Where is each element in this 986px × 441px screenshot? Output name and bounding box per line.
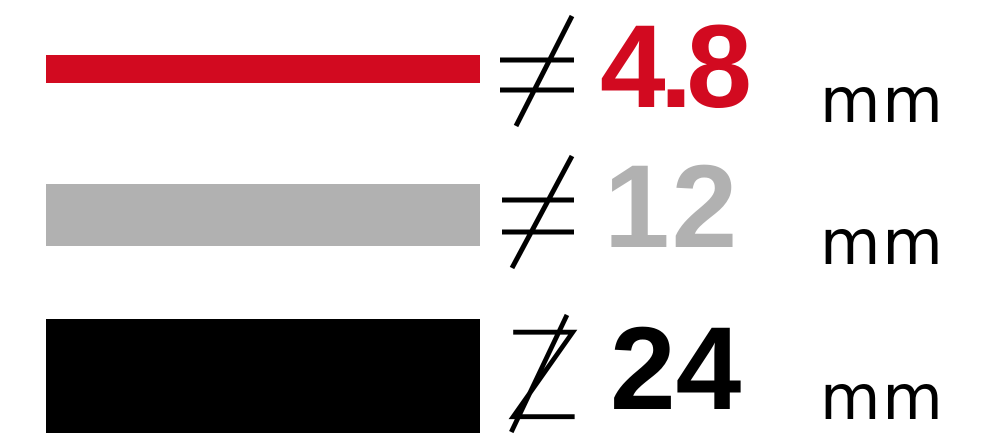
unit-label: mm xyxy=(820,206,945,279)
tape-bar-12mm xyxy=(46,184,480,246)
unit-label: mm xyxy=(820,64,945,137)
tape-bar-4-8mm xyxy=(46,55,480,83)
tape-bar-24mm xyxy=(46,319,480,433)
width-value: 12 xyxy=(604,141,740,273)
width-value: 4.8 xyxy=(600,1,752,133)
unit-label: mm xyxy=(820,361,945,434)
not-equal-icon xyxy=(500,14,575,128)
slashed-z-icon xyxy=(508,313,578,434)
width-value: 24 xyxy=(610,303,742,435)
not-equal-icon xyxy=(502,154,575,270)
